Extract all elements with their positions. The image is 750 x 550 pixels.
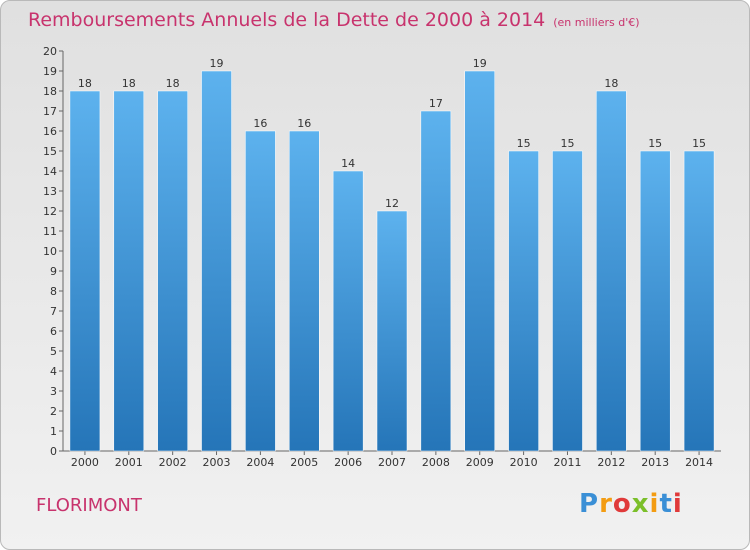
x-tick-label-2005: 2005	[290, 456, 318, 469]
data-label-2008: 17	[429, 97, 443, 110]
x-tick-label-2003: 2003	[203, 456, 231, 469]
x-tick-label-2014: 2014	[685, 456, 713, 469]
x-tick-label-2012: 2012	[597, 456, 625, 469]
y-tick-label: 7	[50, 305, 57, 318]
x-tick-label-2006: 2006	[334, 456, 362, 469]
bar-2010	[508, 150, 539, 452]
data-label-2006: 14	[341, 157, 355, 170]
bar-2014	[683, 150, 715, 452]
bar-2000	[69, 90, 101, 452]
x-tick-label-2008: 2008	[422, 456, 450, 469]
y-tick-label: 16	[43, 125, 57, 138]
y-tick-label: 9	[50, 265, 57, 278]
data-label-2013: 15	[648, 137, 662, 150]
logo-letter: t	[659, 489, 673, 519]
data-label-2001: 18	[122, 77, 136, 90]
bar-2011	[552, 150, 583, 452]
data-label-2009: 19	[473, 57, 487, 70]
data-label-2010: 15	[517, 137, 531, 150]
y-tick-label: 3	[50, 385, 57, 398]
logo-letter: i	[672, 489, 683, 519]
chart-title: Remboursements Annuels de la Dette de 20…	[28, 9, 640, 31]
x-tick-label-2011: 2011	[553, 456, 581, 469]
y-tick-label: 15	[43, 145, 57, 158]
x-tick-label-2009: 2009	[466, 456, 494, 469]
data-label-2011: 15	[560, 137, 574, 150]
bar-2009	[464, 70, 495, 452]
y-tick-label: 4	[50, 365, 57, 378]
y-tick-label: 11	[43, 225, 57, 238]
bar-2004	[245, 130, 276, 452]
bar-2001	[113, 90, 145, 452]
x-tick-label-2010: 2010	[510, 456, 538, 469]
commune-name: FLORIMONT	[36, 495, 142, 516]
chart-subtitle: (en milliers d'€)	[553, 16, 640, 29]
data-label-2004: 16	[253, 117, 267, 130]
logo-letter: o	[612, 489, 632, 519]
bar-2012	[596, 90, 627, 452]
data-label-2005: 16	[297, 117, 311, 130]
logo-letter: r	[599, 489, 613, 519]
y-tick-label: 18	[43, 85, 57, 98]
y-tick-label: 0	[50, 445, 57, 458]
bar-2006	[332, 170, 364, 452]
y-tick-label: 2	[50, 405, 57, 418]
logo-letter: x	[631, 489, 650, 519]
x-tick-label-2002: 2002	[159, 456, 187, 469]
bar-2007	[376, 210, 408, 452]
y-tick-label: 8	[50, 285, 57, 298]
x-tick-label-2007: 2007	[378, 456, 406, 469]
data-label-2002: 18	[166, 77, 180, 90]
y-tick-label: 17	[43, 105, 57, 118]
y-tick-label: 5	[50, 345, 57, 358]
data-label-2003: 19	[210, 57, 224, 70]
bar-2002	[157, 90, 188, 452]
y-tick-label: 1	[50, 425, 57, 438]
chart-title-text: Remboursements Annuels de la Dette de 20…	[28, 9, 546, 31]
x-tick-label-2004: 2004	[246, 456, 274, 469]
data-label-2012: 18	[604, 77, 618, 90]
x-tick-label-2000: 2000	[71, 456, 99, 469]
y-tick-label: 20	[43, 45, 57, 58]
proxiti-logo[interactable]: Proxiti	[579, 489, 683, 519]
logo-letter: P	[579, 489, 600, 519]
y-tick-label: 19	[43, 65, 57, 78]
bar-2013	[639, 150, 671, 452]
x-tick-label-2001: 2001	[115, 456, 143, 469]
y-tick-label: 14	[43, 165, 57, 178]
bar-2008	[420, 110, 452, 452]
x-tick-label-2013: 2013	[641, 456, 669, 469]
bar-2005	[289, 130, 320, 452]
y-tick-label: 6	[50, 325, 57, 338]
bar-2003	[201, 70, 232, 452]
y-tick-label: 12	[43, 205, 57, 218]
y-tick-label: 13	[43, 185, 57, 198]
y-tick-label: 10	[43, 245, 57, 258]
data-label-2007: 12	[385, 197, 399, 210]
data-label-2000: 18	[78, 77, 92, 90]
logo-letter: i	[649, 489, 660, 519]
data-label-2014: 15	[692, 137, 706, 150]
